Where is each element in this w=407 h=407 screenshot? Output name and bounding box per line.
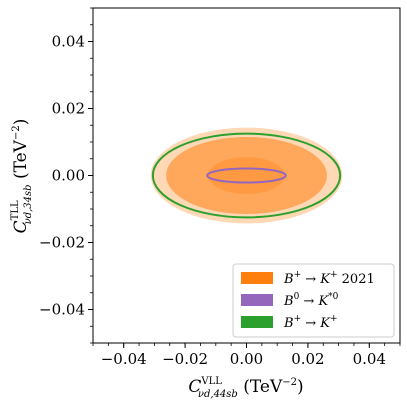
y-tick-label: −0.02 [39, 234, 85, 252]
legend-box [232, 263, 395, 338]
region-contour-1 [206, 167, 287, 184]
x-tick-label: 0.02 [291, 350, 324, 368]
x-tick-label: 0.04 [353, 350, 386, 368]
y-tick-label: 0.04 [52, 33, 85, 51]
plot-regions [150, 127, 343, 224]
legend-entry-label: B+ → K+ [283, 314, 338, 331]
x-tick-label: −0.02 [162, 350, 208, 368]
legend-swatch [241, 316, 273, 328]
x-axis-label: CVLL νd,44sb (TeV−2) [188, 376, 303, 400]
x-axis: −0.04 −0.02 0.00 0.02 0.04 [92, 343, 401, 368]
y-axis-label: CTLL νd,34sb (TeV−2) [10, 119, 34, 234]
x-tick-label: 0.00 [230, 350, 263, 368]
x-tick-label: −0.04 [101, 350, 147, 368]
legend-entry-label: B+ → K+ 2021 [283, 270, 375, 287]
legend-swatch [241, 294, 273, 306]
region-band-0-1 [166, 136, 327, 215]
legend: B+ → K+ 2021 B0 → K*0 B+ → K+ [232, 263, 395, 338]
region-band-0-2 [208, 157, 285, 194]
legend-swatch [241, 272, 273, 284]
y-axis: −0.04 −0.02 0.00 0.02 0.04 [39, 7, 93, 344]
y-tick-label: −0.04 [39, 301, 85, 319]
y-tick-label: 0.02 [52, 100, 85, 118]
y-tick-label: 0.00 [52, 167, 85, 185]
region-contour-2 [151, 132, 342, 219]
legend-entry-label: B0 → K*0 [283, 292, 339, 309]
